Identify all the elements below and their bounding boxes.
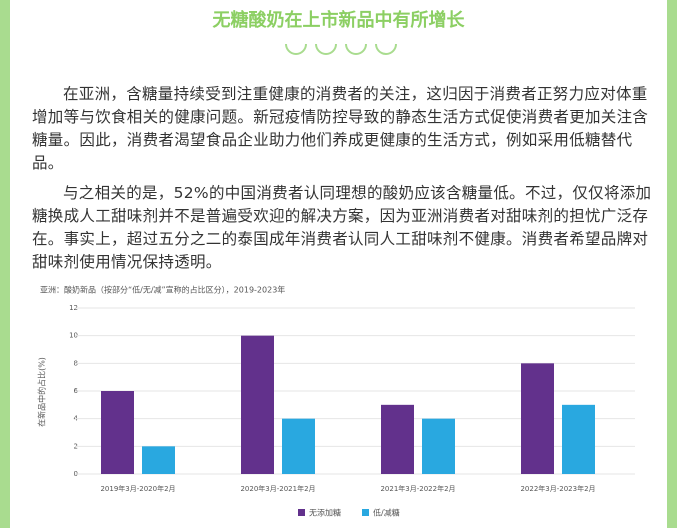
y-tick-label: 10 bbox=[69, 332, 78, 340]
x-tick-label: 2022年3月-2023年2月 bbox=[520, 484, 595, 493]
right-border bbox=[667, 0, 677, 528]
legend-swatch bbox=[362, 509, 369, 516]
y-axis-label: 在新品中的占比(%) bbox=[37, 357, 47, 427]
chart-title: 亚洲：酸奶新品（按部分“低/无/减”宣称的占比区分），2019-2023年 bbox=[40, 285, 285, 295]
bar bbox=[241, 335, 274, 474]
bar bbox=[142, 446, 175, 474]
y-tick-label: 12 bbox=[69, 304, 78, 312]
x-tick-label: 2019年3月-2020年2月 bbox=[100, 484, 175, 493]
left-border bbox=[0, 0, 10, 528]
legend-swatch bbox=[298, 509, 305, 516]
x-tick-label: 2020年3月-2021年2月 bbox=[240, 484, 315, 493]
bar bbox=[521, 363, 554, 474]
x-tick-label: 2021年3月-2022年2月 bbox=[380, 484, 455, 493]
bar bbox=[101, 391, 134, 474]
page-title: 无糖酸奶在上市新品中有所增长 bbox=[212, 10, 465, 31]
bar bbox=[381, 404, 414, 474]
decoration bbox=[285, 43, 397, 55]
paragraph: 与之相关的是，52%的中国消费者认同理想的酸奶应该含糖量低。不过，仅仅将添加糖换… bbox=[32, 184, 652, 271]
legend-label: 低/减糖 bbox=[373, 508, 400, 518]
bar bbox=[422, 418, 455, 474]
bar bbox=[282, 418, 315, 474]
chart: 亚洲：酸奶新品（按部分“低/无/减”宣称的占比区分），2019-2023年 在新… bbox=[37, 285, 635, 518]
paragraph: 在亚洲，含糖量持续受到注重健康的消费者的关注，这归因于消费者正努力应对体重增加等… bbox=[32, 85, 649, 172]
bar bbox=[562, 404, 595, 474]
legend-label: 无添加糖 bbox=[309, 508, 341, 518]
